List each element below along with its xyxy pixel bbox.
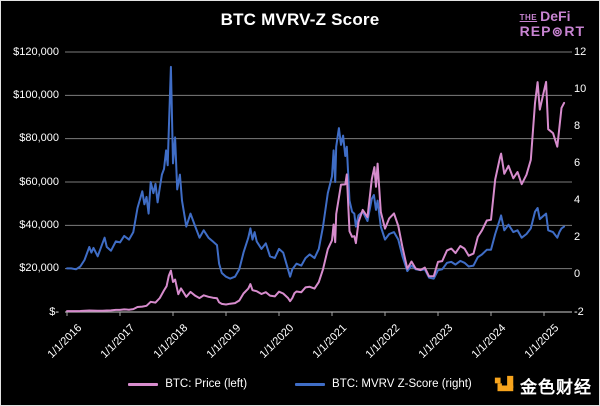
legend-label: BTC: MVRV Z-Score (right): [332, 378, 472, 390]
defi-logo-the: THE: [519, 13, 538, 22]
price-line: [66, 80, 566, 313]
defi-logo-rep: REP: [519, 23, 552, 39]
jinse-finance-label: 金色财经: [520, 378, 592, 398]
right-axis-tick-label: 4: [574, 194, 581, 207]
right-axis-tick-label: 6: [574, 156, 581, 169]
target-icon: ⊚: [551, 23, 564, 39]
jinse-finance-watermark: 金色财经: [494, 373, 592, 398]
legend-label: BTC: Price (left): [165, 378, 248, 390]
left-axis-tick-label: $20,000: [19, 262, 59, 275]
defi-logo-defi: DeFi: [540, 8, 571, 24]
left-axis-tick-label: $40,000: [19, 218, 59, 231]
left-axis-tick-label: $120,000: [13, 45, 59, 58]
right-axis-tick-label: 12: [574, 45, 587, 58]
legend-swatch: [128, 382, 159, 386]
zscore-line: [66, 65, 566, 280]
left-axis-tick-label: $-: [49, 305, 59, 318]
jinse-finance-icon: [494, 375, 514, 392]
right-axis-tick-label: 0: [574, 268, 581, 281]
defi-logo-line1: THE DeFi: [520, 9, 585, 23]
right-axis-tick-label: 8: [574, 119, 581, 132]
defi-report-logo: THE DeFi REP ⊚ RT: [520, 9, 585, 38]
left-axis-tick-label: $80,000: [19, 132, 59, 145]
right-axis-tick-label: 10: [574, 82, 587, 95]
defi-logo-rt: RT: [564, 23, 585, 39]
chart-title: BTC MVRV-Z Score: [220, 10, 380, 29]
left-axis-tick-label: $100,000: [13, 88, 59, 101]
defi-logo-line2: REP ⊚ RT: [520, 24, 585, 38]
left-axis-tick-label: $60,000: [19, 175, 59, 188]
chart-legend: BTC: Price (left) BTC: MVRV Z-Score (righ…: [1, 378, 599, 390]
legend-item: BTC: MVRV Z-Score (right): [295, 378, 472, 390]
legend-item: BTC: Price (left): [128, 378, 247, 390]
right-axis-tick-label: -2: [574, 305, 584, 318]
right-axis-tick-label: 2: [574, 231, 581, 244]
legend-swatch: [295, 382, 326, 386]
